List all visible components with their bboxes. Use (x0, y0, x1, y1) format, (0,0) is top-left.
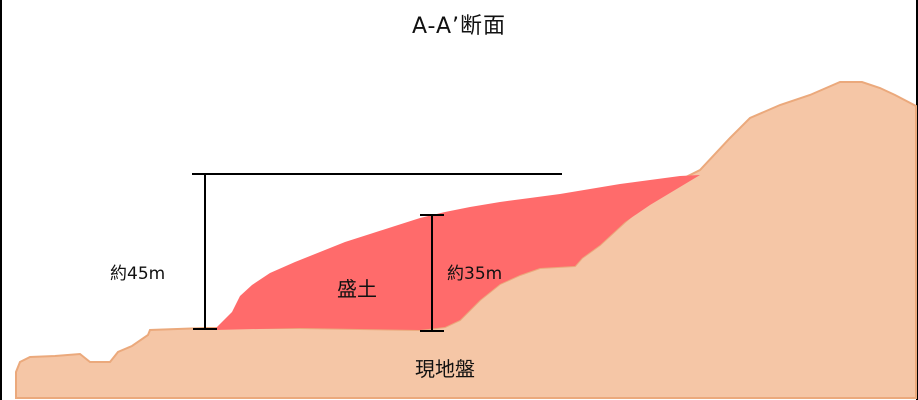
existing-ground-label: 現地盤 (415, 357, 475, 381)
diagram-title: A-A’断面 (411, 14, 507, 39)
embankment-label: 盛土 (337, 277, 377, 301)
embankment-fill-shape (214, 175, 700, 330)
fill-height-label: 約35m (447, 264, 502, 284)
total-height-label: 約45m (110, 264, 165, 284)
frame-border-left (0, 0, 2, 400)
